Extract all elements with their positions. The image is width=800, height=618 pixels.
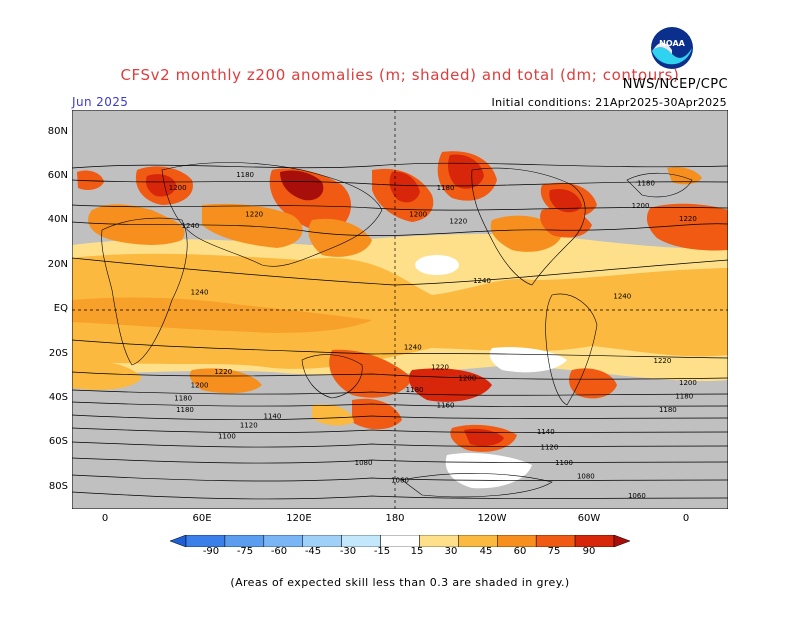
contour-label: 1140 xyxy=(264,412,282,420)
contour-label: 1220 xyxy=(653,357,671,365)
contour-label: 1220 xyxy=(449,217,467,225)
contour-label: 1180 xyxy=(675,392,693,400)
contour-label: 1220 xyxy=(245,211,263,219)
lat-tick-80n: 80N xyxy=(47,126,68,137)
colorbar-label: -15 xyxy=(373,546,391,557)
lat-tick-80s: 80S xyxy=(48,481,68,492)
lon-tick-60w: 60W xyxy=(577,513,601,524)
contour-label: 1060 xyxy=(391,477,409,485)
anomaly-band-90-plus-siberia xyxy=(280,170,324,201)
colorbar-label: 75 xyxy=(547,546,561,557)
anomaly-band-75-90-scandinavia xyxy=(146,174,176,197)
anomaly-near-zero-pacific xyxy=(415,255,459,275)
contour-label: 1220 xyxy=(431,364,449,372)
contour-label: 1220 xyxy=(679,215,697,223)
contour-label: 1180 xyxy=(174,395,192,403)
contour-label: 1180 xyxy=(659,406,677,414)
contour-label: 1100 xyxy=(218,432,236,440)
contour-label: 1200 xyxy=(459,375,477,383)
anomaly-band-30-45-southafrica xyxy=(72,359,142,390)
lat-tick-20s: 20S xyxy=(48,348,68,359)
colorbar-arrow-low xyxy=(170,535,187,547)
lat-tick-eq: EQ xyxy=(53,303,68,314)
anomaly-band-60-75-atlantic xyxy=(77,170,104,190)
colorbar-label: 90 xyxy=(582,546,596,557)
anomaly-band-60-75-westasia xyxy=(646,203,728,251)
lon-tick-0: 0 xyxy=(101,513,109,524)
contour-label: 1200 xyxy=(191,381,209,389)
anomaly-map: 1180 1200 1220 1240 1240 1180 1200 1220 1240 1180… xyxy=(72,110,728,509)
anomaly-band-30-45-tasman xyxy=(312,404,354,426)
contour-label: 1240 xyxy=(182,222,200,230)
contour-label: 1200 xyxy=(169,184,187,192)
lat-tick-60n: 60N xyxy=(47,170,68,181)
height-contours xyxy=(72,162,728,500)
colorbar-label: -75 xyxy=(236,546,254,557)
lon-tick-60e: 60E xyxy=(192,513,212,524)
lat-tick-20n: 20N xyxy=(47,259,68,270)
colorbar-label: 30 xyxy=(444,546,458,557)
colorbar-label: 15 xyxy=(410,546,424,557)
contour-label: 1220 xyxy=(214,368,232,376)
colorbar-label: -45 xyxy=(304,546,322,557)
contour-label: 1180 xyxy=(406,386,424,394)
contour-label: 1080 xyxy=(577,472,595,480)
anomaly-band-60-75-southatlantic xyxy=(569,368,617,399)
anomaly-band-45-60-eastasia xyxy=(308,218,372,257)
contour-label: 1200 xyxy=(679,379,697,387)
colorbar-label: -60 xyxy=(270,546,288,557)
contour-label: 1200 xyxy=(409,211,427,219)
colorbar-label: 60 xyxy=(513,546,527,557)
contour-label: 1180 xyxy=(437,184,455,192)
lat-tick-60s: 60S xyxy=(48,436,68,447)
contour-label: 1200 xyxy=(632,202,650,210)
contour-labels: 1180 1200 1220 1240 1240 1180 1200 1220 1240 1180… xyxy=(169,171,697,500)
colorbar-label: -90 xyxy=(202,546,220,557)
colorbar xyxy=(170,535,630,547)
anomaly-band-60-75-newzealand xyxy=(352,398,402,430)
colorbar-arrow-high xyxy=(613,535,630,547)
contour-label: 1240 xyxy=(404,344,422,352)
contour-label: 1240 xyxy=(613,293,631,301)
colorbar-label: -30 xyxy=(339,546,357,557)
contour-label: 1240 xyxy=(473,277,491,285)
lon-tick-0-east: 0 xyxy=(682,513,690,524)
anomaly-band-45-60-indianocean xyxy=(189,368,262,394)
skill-footnote: (Areas of expected skill less than 0.3 a… xyxy=(230,576,570,589)
anomaly-band-75-90-canada xyxy=(549,188,582,213)
noaa-logo-icon: NOAA xyxy=(651,27,693,69)
contour-label: 1120 xyxy=(541,443,559,451)
anomaly-band-75-90-antarctic-pacific xyxy=(464,428,504,446)
contour-label: 1140 xyxy=(537,428,555,436)
initial-conditions: Initial conditions: 21Apr2025-30Apr2025 xyxy=(491,96,727,109)
anomaly-band-45-60-arctic xyxy=(667,167,702,185)
logo-text: NOAA xyxy=(659,39,685,48)
contour-label: 1080 xyxy=(355,459,373,467)
contour-label: 1160 xyxy=(437,401,455,409)
contour-label: 1060 xyxy=(628,492,646,500)
lat-tick-40n: 40N xyxy=(47,214,68,225)
anomaly-band-30-45 xyxy=(72,253,728,369)
lat-tick-40s: 40S xyxy=(48,392,68,403)
contour-label: 1240 xyxy=(191,288,209,296)
contour-label: 1180 xyxy=(176,406,194,414)
lon-tick-120e: 120E xyxy=(286,513,312,524)
colorbar-label: 45 xyxy=(479,546,493,557)
contour-label: 1180 xyxy=(637,180,655,188)
contour-label: 1180 xyxy=(236,171,254,179)
contour-label: 1100 xyxy=(555,459,573,467)
agency-label: NWS/NCEP/CPC xyxy=(622,77,728,92)
lon-tick-120w: 120W xyxy=(477,513,507,524)
lon-tick-180: 180 xyxy=(385,513,405,524)
forecast-month: Jun 2025 xyxy=(72,95,129,109)
chart-title: CFSv2 monthly z200 anomalies (m; shaded)… xyxy=(120,66,680,84)
anomaly-band-75-90-northpacific xyxy=(389,171,420,203)
anomaly-band-30-45-inner xyxy=(72,297,372,333)
contour-label: 1120 xyxy=(240,421,258,429)
